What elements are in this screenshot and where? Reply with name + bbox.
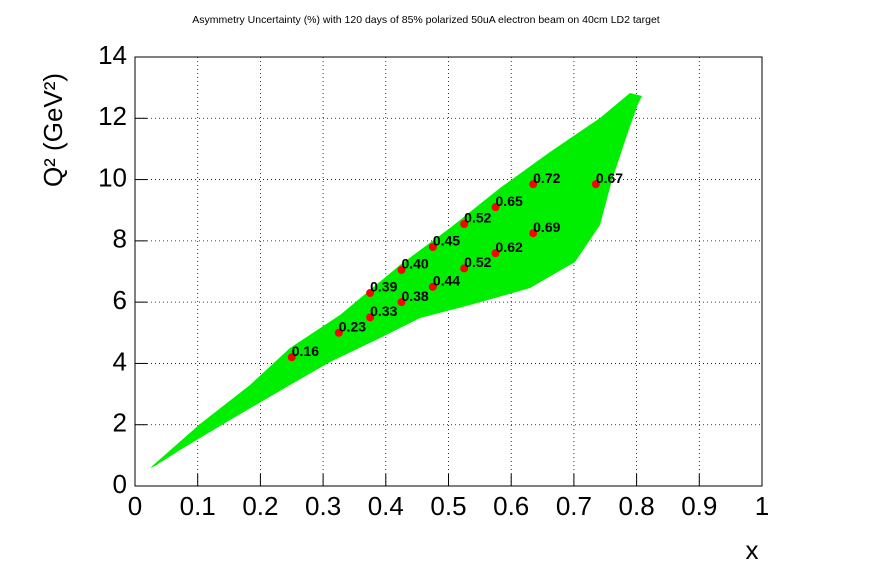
x-tick-label: 0.5 [430, 491, 466, 521]
x-tick-label: 0.4 [368, 491, 404, 521]
data-point [428, 242, 437, 251]
data-label: 0.33 [370, 303, 397, 319]
data-point [460, 220, 469, 229]
data-point [428, 282, 437, 291]
data-label: 0.65 [496, 193, 523, 209]
x-tick-label: 0.1 [180, 491, 216, 521]
x-axis-label: x [746, 535, 759, 565]
x-tick-label: 0.8 [619, 491, 655, 521]
x-tick-label: 0.7 [556, 491, 592, 521]
data-point [491, 249, 500, 258]
x-tick-label: 0.9 [681, 491, 717, 521]
y-tick-label: 12 [98, 101, 127, 131]
data-label: 0.16 [292, 343, 319, 359]
y-tick-label: 10 [98, 162, 127, 192]
data-point [460, 264, 469, 273]
data-label: 0.45 [433, 233, 460, 249]
data-label: 0.38 [401, 288, 428, 304]
data-point [366, 288, 375, 297]
data-label: 0.52 [464, 254, 491, 270]
kinematic-coverage [150, 93, 642, 468]
y-tick-label: 8 [113, 224, 127, 254]
chart-title: Asymmetry Uncertainty (%) with 120 days … [192, 14, 660, 26]
data-label: 0.69 [533, 219, 560, 235]
y-tick-label: 14 [98, 40, 127, 70]
data-label: 0.39 [370, 279, 397, 295]
data-label: 0.62 [496, 239, 523, 255]
data-label: 0.67 [596, 170, 623, 186]
x-tick-label: 0.3 [305, 491, 341, 521]
data-label: 0.40 [401, 256, 428, 272]
data-point [366, 313, 375, 322]
x-tick-label: 0.2 [242, 491, 278, 521]
data-label: 0.72 [533, 170, 560, 186]
y-tick-label: 4 [113, 346, 127, 376]
y-tick-label: 2 [113, 408, 127, 438]
data-point [529, 180, 538, 189]
data-point [491, 203, 500, 212]
x-tick-label: 1 [755, 491, 769, 521]
y-tick-label: 0 [113, 469, 127, 499]
data-point [397, 298, 406, 307]
y-tick-label: 6 [113, 285, 127, 315]
data-label: 0.23 [339, 318, 366, 334]
data-point [287, 353, 296, 362]
data-point [334, 328, 343, 337]
data-point [591, 180, 600, 189]
y-axis-label: Q² (GeV²) [38, 73, 68, 187]
data-point [529, 229, 538, 238]
data-label: 0.44 [433, 273, 460, 289]
x-tick-label: 0.6 [493, 491, 529, 521]
data-label: 0.52 [464, 210, 491, 226]
x-tick-label: 0 [128, 491, 142, 521]
data-point [397, 265, 406, 274]
